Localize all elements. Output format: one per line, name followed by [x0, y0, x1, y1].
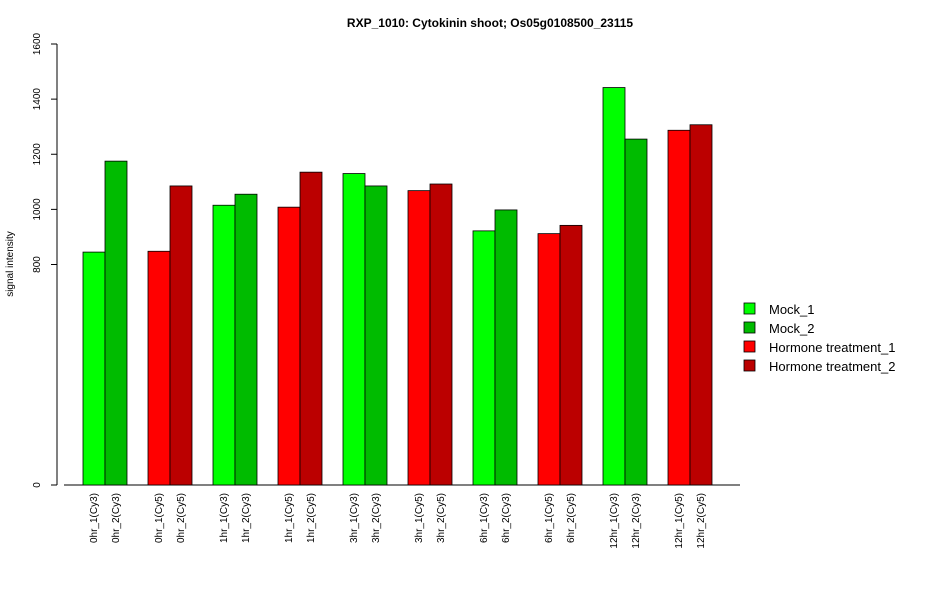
x-tick-label: 3hr_2(Cy3)	[371, 493, 382, 543]
y-tick-label: 1600	[32, 32, 43, 55]
legend: Mock_1 Mock_2 Hormone treatment_1 Hormone t…	[743, 302, 895, 374]
x-tick-label: 0hr_1(Cy3)	[89, 493, 100, 543]
bars-group	[82, 87, 713, 486]
x-tick-label: 3hr_2(Cy5)	[436, 493, 447, 543]
x-tick-label: 12hr_2(Cy3)	[631, 493, 642, 549]
x-tick-label: 12hr_2(Cy5)	[696, 493, 707, 549]
bar	[624, 138, 648, 486]
bar	[169, 185, 193, 486]
legend-label: Hormone treatment_2	[769, 359, 895, 374]
bar	[364, 185, 388, 486]
bar	[559, 224, 583, 486]
x-tick-label: 1hr_2(Cy3)	[241, 493, 252, 543]
x-tick-label: 1hr_1(Cy5)	[284, 493, 295, 543]
y-tick-label: 800	[32, 256, 43, 273]
x-tick-label: 0hr_2(Cy5)	[176, 493, 187, 543]
y-tick-label: 0	[32, 482, 43, 488]
x-tick-label: 6hr_2(Cy3)	[501, 493, 512, 543]
bar	[602, 87, 626, 486]
bar	[212, 204, 236, 486]
bar	[277, 206, 301, 486]
y-tick-label: 1000	[32, 198, 43, 221]
legend-label: Hormone treatment_1	[769, 340, 895, 355]
x-tick-label: 6hr_1(Cy5)	[544, 493, 555, 543]
legend-swatch	[743, 340, 756, 353]
x-tick-label: 12hr_1(Cy3)	[609, 493, 620, 549]
y-tick-label: 1200	[32, 143, 43, 166]
legend-swatch	[743, 359, 756, 372]
x-tick-labels: 0hr_1(Cy3) 0hr_2(Cy3) 0hr_1(Cy5) 0hr_2(Cy5)…	[89, 493, 707, 549]
x-tick-label: 3hr_1(Cy5)	[414, 493, 425, 543]
bar	[407, 190, 431, 486]
legend-label: Mock_1	[769, 302, 815, 317]
y-axis: 0 800 1000 1200 1400 1600	[32, 32, 58, 488]
bar	[234, 193, 258, 486]
x-tick-label: 3hr_1(Cy3)	[349, 493, 360, 543]
bar	[147, 250, 171, 486]
x-tick-label: 0hr_1(Cy5)	[154, 493, 165, 543]
bar	[299, 171, 323, 486]
bar	[667, 129, 691, 486]
legend-swatch	[743, 302, 756, 315]
x-tick-label: 6hr_2(Cy5)	[566, 493, 577, 543]
bar	[429, 183, 453, 486]
y-axis-label: signal intensity	[5, 231, 16, 297]
legend-label: Mock_2	[769, 321, 815, 336]
x-tick-label: 6hr_1(Cy3)	[479, 493, 490, 543]
bar	[494, 209, 518, 486]
bar	[472, 230, 496, 486]
bar	[104, 160, 128, 486]
x-tick-label: 1hr_2(Cy5)	[306, 493, 317, 543]
bar	[537, 233, 561, 486]
bar	[689, 124, 713, 486]
bar	[82, 251, 106, 486]
chart-title: RXP_1010: Cytokinin shoot; Os05g0108500_…	[347, 16, 633, 30]
x-tick-label: 1hr_1(Cy3)	[219, 493, 230, 543]
y-tick-label: 1400	[32, 88, 43, 111]
legend-swatch	[743, 321, 756, 334]
bar	[342, 173, 366, 486]
x-tick-label: 0hr_2(Cy3)	[111, 493, 122, 543]
x-tick-label: 12hr_1(Cy5)	[674, 493, 685, 549]
